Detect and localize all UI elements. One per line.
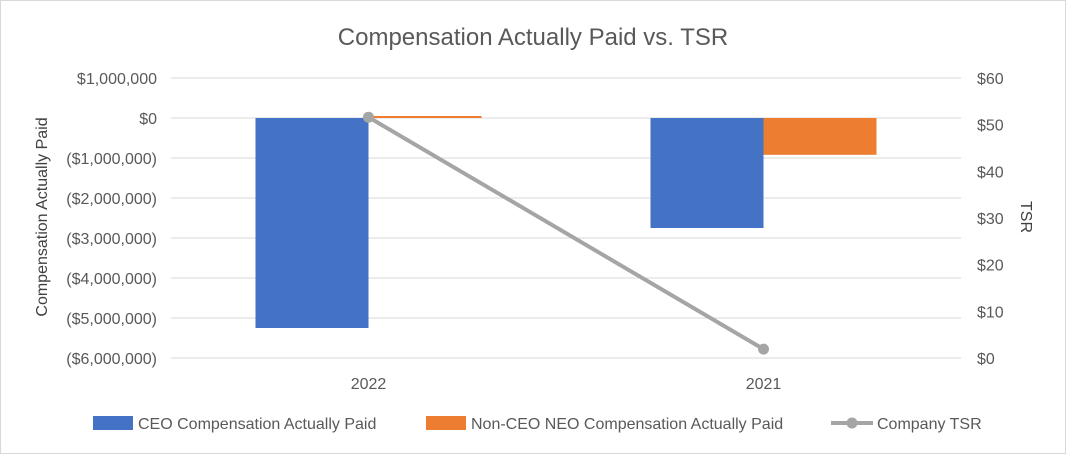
bars (255, 116, 877, 328)
left-tick-label: ($3,000,000) (66, 231, 157, 248)
non-ceo-cap-bar (368, 116, 482, 118)
right-tick-label: $20 (977, 258, 1004, 275)
legend-marker (846, 417, 858, 429)
tsr-line-path (367, 115, 765, 351)
legend-swatch (426, 416, 466, 430)
category-labels: 2022 2021 (351, 376, 782, 393)
ceo-cap-bar (650, 118, 764, 228)
left-tick-label: ($1,000,000) (66, 151, 157, 168)
left-axis-label: Compensation Actually Paid (34, 117, 51, 316)
chart-title: Compensation Actually Paid vs. TSR (338, 24, 728, 51)
right-tick-label: $30 (977, 211, 1004, 228)
left-axis-ticks: $1,000,000 $0 ($1,000,000) ($2,000,000) ($3,… (66, 71, 157, 368)
right-tick-label: $0 (977, 351, 995, 368)
legend-label: Non-CEO NEO Compensation Actually Paid (471, 416, 783, 433)
legend: CEO Compensation Actually Paid Non-CEO NE… (93, 416, 982, 433)
legend-label: Company TSR (877, 416, 982, 433)
legend-swatch (93, 416, 133, 430)
left-tick-label: ($4,000,000) (66, 271, 157, 288)
right-tick-label: $40 (977, 164, 1004, 181)
tsr-point (363, 111, 374, 123)
tsr-line (363, 111, 769, 355)
right-tick-label: $50 (977, 118, 1004, 135)
left-tick-label: ($6,000,000) (66, 351, 157, 368)
left-tick-label: ($5,000,000) (66, 311, 157, 328)
tsr-point (758, 343, 769, 355)
legend-label: CEO Compensation Actually Paid (138, 416, 376, 433)
right-axis-ticks: $60 $50 $40 $30 $20 $10 $0 (977, 71, 1004, 368)
left-tick-label: ($2,000,000) (66, 191, 157, 208)
category-label: 2021 (746, 376, 782, 393)
left-tick-label: $1,000,000 (77, 71, 157, 88)
right-axis-label: TSR (1017, 201, 1034, 233)
right-tick-label: $60 (977, 71, 1004, 88)
left-tick-label: $0 (139, 111, 157, 128)
category-label: 2022 (351, 376, 387, 393)
non-ceo-cap-bar (763, 118, 877, 155)
right-tick-label: $10 (977, 304, 1004, 321)
ceo-cap-bar (255, 118, 369, 328)
